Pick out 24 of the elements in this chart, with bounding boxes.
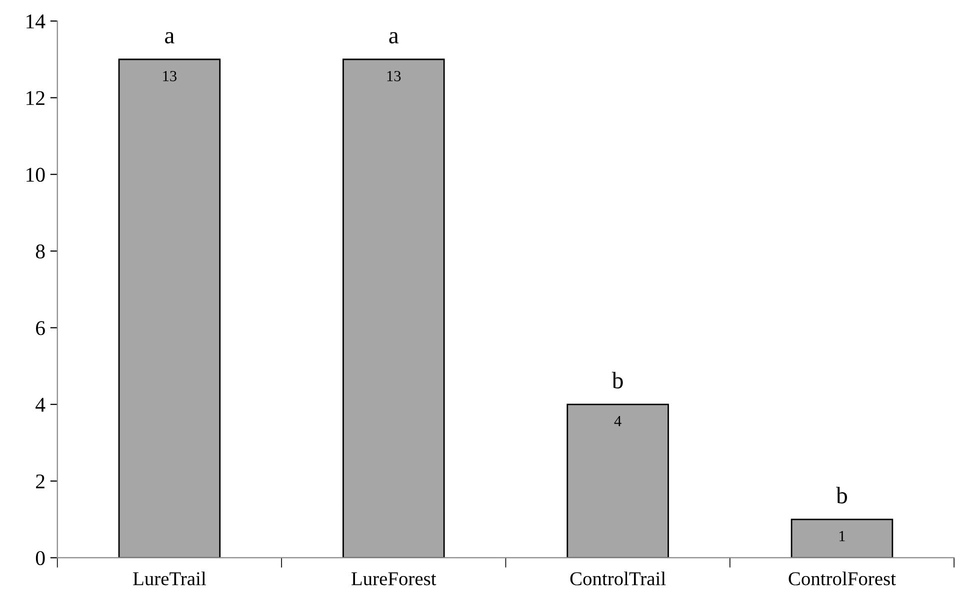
data-label: 13 — [387, 70, 401, 82]
x-tick-label: ControlTrail — [570, 572, 666, 586]
y-tick-label: 2 — [36, 474, 44, 488]
y-tick-label: 0 — [36, 551, 45, 566]
y-tick-label: 12 — [26, 91, 44, 105]
annotation: b — [612, 372, 623, 388]
x-tick-label: LureTrail — [133, 572, 206, 586]
bar — [342, 58, 445, 558]
x-tick-label: ControlForest — [788, 572, 896, 586]
annotation: b — [836, 486, 847, 504]
y-tick-label: 6 — [36, 321, 45, 336]
y-tick-label: 14 — [26, 14, 46, 28]
x-tick-label: LureForest — [352, 572, 436, 586]
bar — [566, 404, 669, 558]
bar — [118, 58, 221, 558]
y-tick-label: 4 — [36, 398, 46, 412]
bar — [790, 518, 894, 558]
y-tick-label: 8 — [36, 244, 45, 258]
data-label: 13 — [163, 70, 176, 82]
y-tick-label: 10 — [26, 168, 45, 182]
data-label: 4 — [614, 416, 622, 426]
annotation: a — [389, 32, 399, 44]
annotation: a — [165, 32, 174, 44]
data-label: 1 — [840, 531, 845, 542]
